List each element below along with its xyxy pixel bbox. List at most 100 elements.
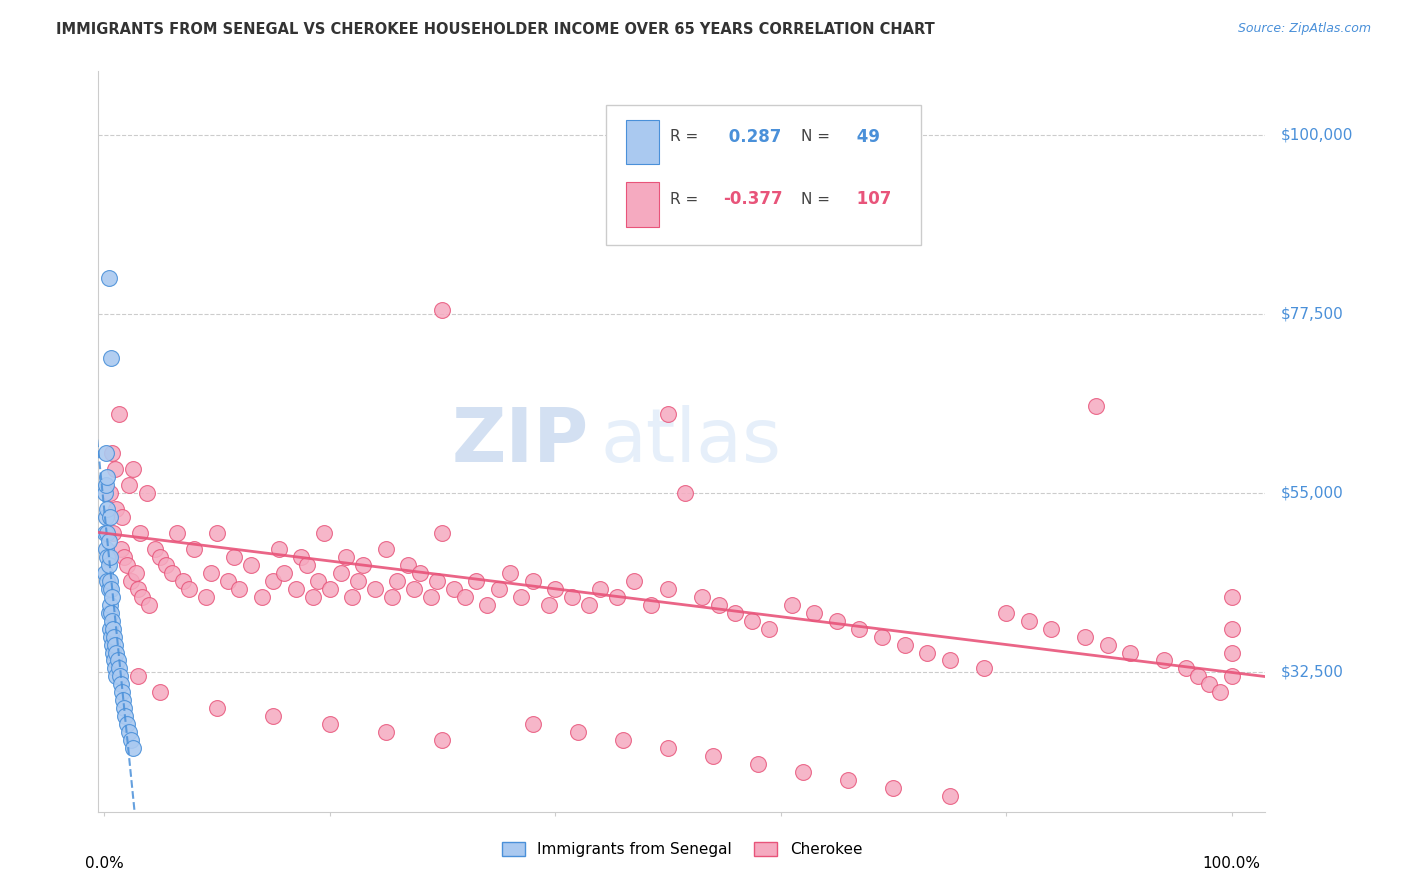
Point	[1175, 661, 1198, 675]
Text: -0.377: -0.377	[723, 191, 782, 209]
Point	[100, 582, 122, 596]
Point	[262, 574, 284, 588]
Point	[107, 407, 129, 421]
Point	[284, 582, 307, 596]
Point	[101, 446, 124, 460]
Point	[346, 574, 368, 588]
Point	[290, 549, 312, 564]
Point	[432, 303, 454, 318]
Point	[499, 566, 522, 580]
Point	[96, 526, 118, 541]
Point	[893, 638, 915, 652]
Point	[1220, 622, 1243, 636]
Point	[702, 749, 724, 764]
Point	[301, 590, 323, 604]
Text: 0.287: 0.287	[723, 128, 782, 145]
Point	[1220, 590, 1243, 604]
Point	[312, 526, 335, 541]
Point	[98, 486, 121, 500]
Point	[111, 510, 134, 524]
Point	[398, 558, 420, 572]
Point	[973, 661, 995, 675]
Point	[96, 549, 118, 564]
Point	[640, 598, 662, 612]
Point	[129, 526, 152, 541]
Point	[295, 558, 318, 572]
Point	[404, 582, 426, 596]
Bar	[626, 183, 658, 227]
Point	[510, 590, 533, 604]
Point	[98, 622, 121, 636]
Point	[120, 574, 142, 588]
Point	[205, 526, 228, 541]
Point	[118, 725, 141, 739]
Point	[110, 677, 132, 691]
Point	[96, 541, 118, 556]
Point	[118, 478, 141, 492]
Point	[122, 741, 145, 756]
Text: IMMIGRANTS FROM SENEGAL VS CHEROKEE HOUSEHOLDER INCOME OVER 65 YEARS CORRELATION: IMMIGRANTS FROM SENEGAL VS CHEROKEE HOUS…	[56, 22, 935, 37]
Point	[352, 558, 374, 572]
Point	[105, 646, 128, 660]
Point	[420, 590, 443, 604]
Point	[105, 669, 128, 683]
Point	[374, 541, 396, 556]
Point	[98, 598, 121, 612]
Point	[228, 582, 250, 596]
Point	[335, 549, 357, 564]
Point	[432, 733, 454, 747]
Point	[612, 733, 634, 747]
Point	[538, 598, 561, 612]
Point	[589, 582, 612, 596]
Text: 0.0%: 0.0%	[84, 855, 124, 871]
Point	[97, 582, 120, 596]
Point	[1209, 685, 1232, 699]
Point	[381, 590, 404, 604]
Point	[100, 351, 122, 365]
Point	[443, 582, 465, 596]
Point	[222, 549, 245, 564]
Point	[1097, 638, 1119, 652]
Point	[101, 638, 124, 652]
Point	[657, 582, 679, 596]
Point	[97, 271, 120, 285]
Text: ZIP: ZIP	[451, 405, 589, 478]
Point	[758, 622, 780, 636]
Point	[194, 590, 217, 604]
Point	[825, 614, 848, 628]
Text: atlas: atlas	[600, 405, 782, 478]
Point	[477, 598, 499, 612]
Point	[107, 661, 129, 675]
Point	[1220, 669, 1243, 683]
Point	[724, 606, 747, 620]
Point	[115, 558, 138, 572]
Point	[110, 541, 132, 556]
Point	[131, 590, 153, 604]
Point	[96, 470, 118, 484]
Text: 49: 49	[851, 128, 880, 145]
Point	[522, 717, 544, 731]
Point	[938, 789, 960, 803]
Point	[160, 566, 183, 580]
Text: $55,000: $55,000	[1281, 486, 1343, 500]
Point	[172, 574, 194, 588]
Text: $100,000: $100,000	[1281, 128, 1353, 143]
Point	[143, 541, 166, 556]
Text: 107: 107	[851, 191, 891, 209]
Point	[307, 574, 329, 588]
Point	[561, 590, 583, 604]
Point	[135, 486, 157, 500]
Point	[101, 646, 124, 660]
Point	[363, 582, 385, 596]
Point	[454, 590, 477, 604]
Point	[96, 502, 118, 516]
Point	[567, 725, 589, 739]
Point	[882, 780, 904, 795]
Point	[1153, 653, 1175, 667]
Point	[120, 733, 142, 747]
Point	[115, 717, 138, 731]
Point	[97, 606, 120, 620]
Point	[101, 614, 124, 628]
Point	[101, 590, 124, 604]
Point	[803, 606, 825, 620]
